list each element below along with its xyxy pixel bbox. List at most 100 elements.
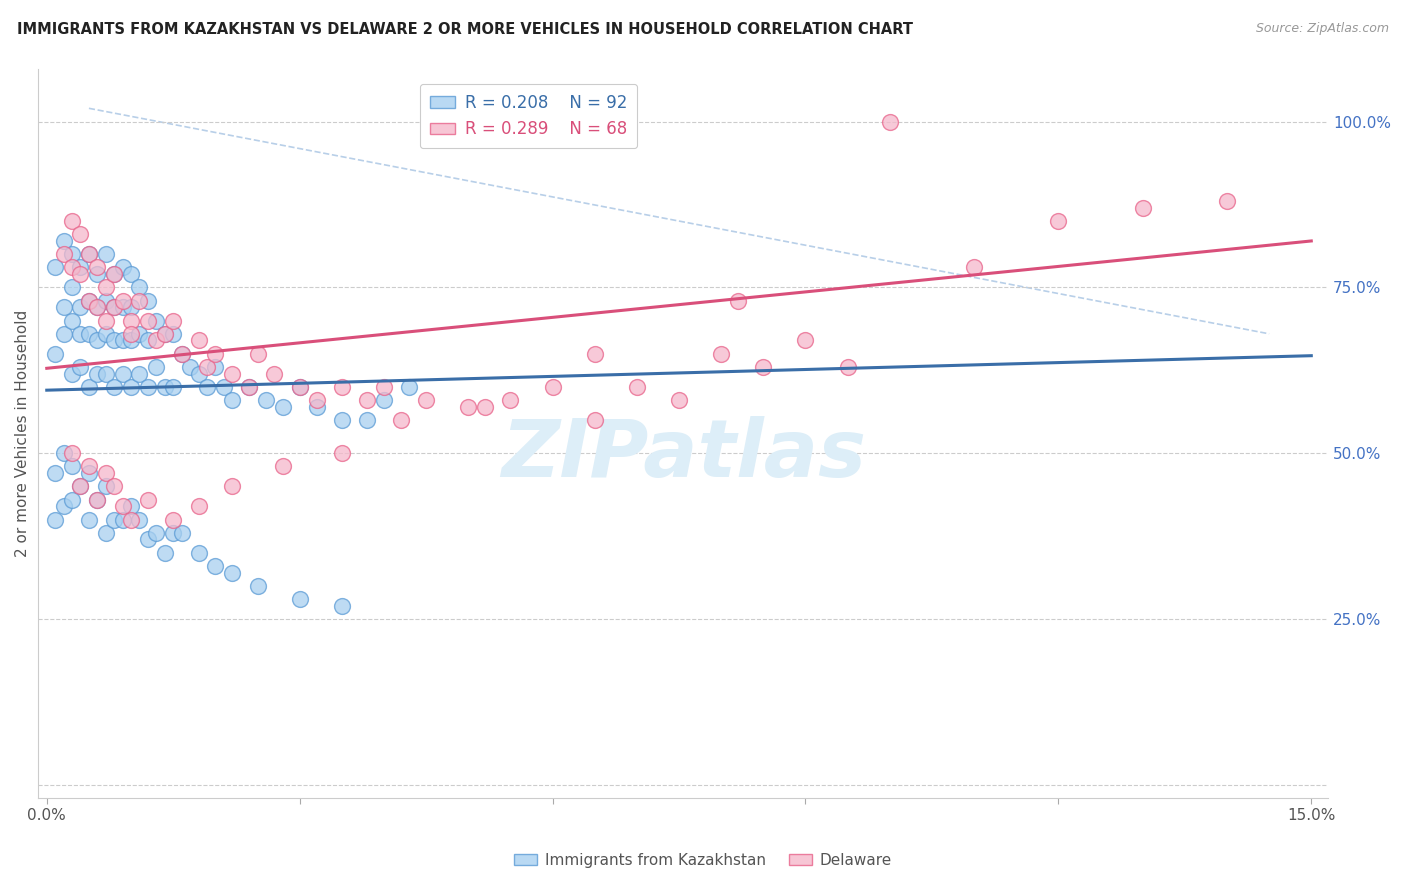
Point bbox=[120, 326, 142, 341]
Text: IMMIGRANTS FROM KAZAKHSTAN VS DELAWARE 2 OR MORE VEHICLES IN HOUSEHOLD CORRELATI: IMMIGRANTS FROM KAZAKHSTAN VS DELAWARE 2… bbox=[17, 22, 912, 37]
Point bbox=[668, 393, 690, 408]
Point bbox=[221, 393, 243, 408]
Point bbox=[120, 512, 142, 526]
Point bbox=[94, 326, 117, 341]
Point bbox=[271, 400, 294, 414]
Point bbox=[52, 500, 75, 514]
Point bbox=[128, 512, 150, 526]
Point bbox=[111, 367, 134, 381]
Point bbox=[204, 558, 226, 573]
Point bbox=[583, 413, 606, 427]
Text: Source: ZipAtlas.com: Source: ZipAtlas.com bbox=[1256, 22, 1389, 36]
Point bbox=[60, 446, 83, 460]
Point bbox=[94, 313, 117, 327]
Point bbox=[271, 459, 294, 474]
Point bbox=[120, 500, 142, 514]
Point bbox=[626, 380, 648, 394]
Point bbox=[86, 492, 108, 507]
Point bbox=[77, 459, 100, 474]
Point bbox=[195, 359, 218, 374]
Point bbox=[1132, 201, 1154, 215]
Point bbox=[77, 512, 100, 526]
Point bbox=[330, 599, 353, 613]
Point bbox=[69, 260, 91, 275]
Point bbox=[415, 393, 437, 408]
Point bbox=[221, 479, 243, 493]
Point bbox=[94, 367, 117, 381]
Point bbox=[794, 334, 817, 348]
Point bbox=[103, 380, 125, 394]
Point bbox=[179, 359, 201, 374]
Point bbox=[162, 380, 184, 394]
Point bbox=[837, 359, 859, 374]
Point bbox=[145, 334, 167, 348]
Point bbox=[120, 300, 142, 314]
Point bbox=[86, 267, 108, 281]
Point bbox=[305, 393, 328, 408]
Point bbox=[52, 326, 75, 341]
Point bbox=[1216, 194, 1239, 209]
Point bbox=[128, 326, 150, 341]
Point bbox=[69, 479, 91, 493]
Point bbox=[103, 512, 125, 526]
Point bbox=[136, 492, 159, 507]
Point bbox=[153, 326, 176, 341]
Point bbox=[204, 347, 226, 361]
Point bbox=[103, 300, 125, 314]
Point bbox=[103, 267, 125, 281]
Point bbox=[398, 380, 420, 394]
Point bbox=[457, 400, 479, 414]
Point bbox=[583, 347, 606, 361]
Point bbox=[204, 359, 226, 374]
Point bbox=[330, 446, 353, 460]
Point bbox=[170, 525, 193, 540]
Point bbox=[94, 247, 117, 261]
Point bbox=[254, 393, 277, 408]
Point bbox=[195, 380, 218, 394]
Point bbox=[69, 359, 91, 374]
Point bbox=[136, 313, 159, 327]
Point bbox=[77, 247, 100, 261]
Point bbox=[330, 380, 353, 394]
Point bbox=[120, 267, 142, 281]
Point bbox=[170, 347, 193, 361]
Point bbox=[103, 267, 125, 281]
Point bbox=[1047, 214, 1070, 228]
Legend: R = 0.208    N = 92, R = 0.289    N = 68: R = 0.208 N = 92, R = 0.289 N = 68 bbox=[420, 84, 637, 148]
Point bbox=[77, 326, 100, 341]
Point bbox=[136, 293, 159, 308]
Point bbox=[60, 280, 83, 294]
Point bbox=[221, 566, 243, 580]
Point bbox=[86, 260, 108, 275]
Point bbox=[52, 300, 75, 314]
Point bbox=[77, 466, 100, 480]
Point bbox=[69, 227, 91, 242]
Point bbox=[187, 500, 209, 514]
Point bbox=[77, 380, 100, 394]
Point bbox=[389, 413, 412, 427]
Point bbox=[111, 293, 134, 308]
Point bbox=[86, 492, 108, 507]
Point bbox=[373, 393, 395, 408]
Text: ZIPatlas: ZIPatlas bbox=[501, 417, 866, 494]
Point bbox=[86, 367, 108, 381]
Point bbox=[221, 367, 243, 381]
Legend: Immigrants from Kazakhstan, Delaware: Immigrants from Kazakhstan, Delaware bbox=[508, 847, 898, 873]
Point bbox=[356, 393, 378, 408]
Point bbox=[111, 260, 134, 275]
Point bbox=[330, 413, 353, 427]
Point bbox=[162, 525, 184, 540]
Point bbox=[162, 313, 184, 327]
Point bbox=[111, 512, 134, 526]
Point bbox=[963, 260, 986, 275]
Point bbox=[145, 313, 167, 327]
Point bbox=[710, 347, 733, 361]
Point bbox=[238, 380, 260, 394]
Point bbox=[170, 347, 193, 361]
Point bbox=[128, 367, 150, 381]
Point bbox=[879, 114, 901, 128]
Point bbox=[263, 367, 285, 381]
Point bbox=[69, 326, 91, 341]
Point bbox=[305, 400, 328, 414]
Point bbox=[373, 380, 395, 394]
